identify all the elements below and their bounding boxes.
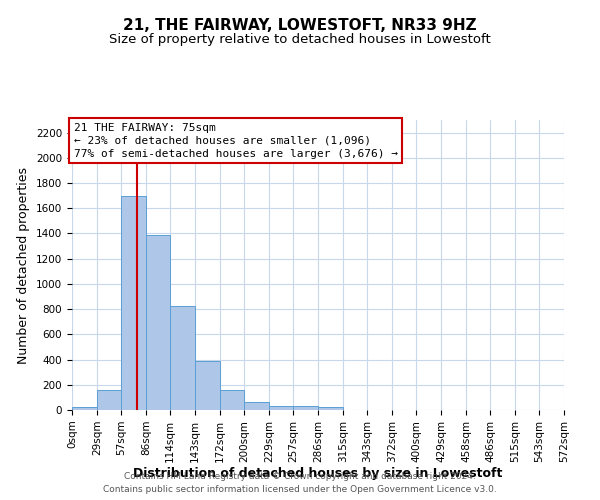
Bar xyxy=(293,406,318,410)
Text: 21, THE FAIRWAY, LOWESTOFT, NR33 9HZ: 21, THE FAIRWAY, LOWESTOFT, NR33 9HZ xyxy=(123,18,477,32)
Bar xyxy=(72,408,97,410)
Bar xyxy=(244,402,269,410)
Bar xyxy=(146,234,170,410)
Y-axis label: Number of detached properties: Number of detached properties xyxy=(17,166,31,364)
Text: Contains public sector information licensed under the Open Government Licence v3: Contains public sector information licen… xyxy=(103,485,497,494)
Bar xyxy=(170,306,195,410)
Text: 21 THE FAIRWAY: 75sqm
← 23% of detached houses are smaller (1,096)
77% of semi-d: 21 THE FAIRWAY: 75sqm ← 23% of detached … xyxy=(74,122,398,159)
Bar xyxy=(220,390,244,410)
Bar xyxy=(195,362,220,410)
Bar xyxy=(121,196,146,410)
Text: Contains HM Land Registry data © Crown copyright and database right 2024.: Contains HM Land Registry data © Crown c… xyxy=(124,472,476,481)
Bar xyxy=(97,390,121,410)
Text: Size of property relative to detached houses in Lowestoft: Size of property relative to detached ho… xyxy=(109,32,491,46)
X-axis label: Distribution of detached houses by size in Lowestoft: Distribution of detached houses by size … xyxy=(133,468,503,480)
Bar xyxy=(269,406,293,410)
Bar xyxy=(318,408,343,410)
